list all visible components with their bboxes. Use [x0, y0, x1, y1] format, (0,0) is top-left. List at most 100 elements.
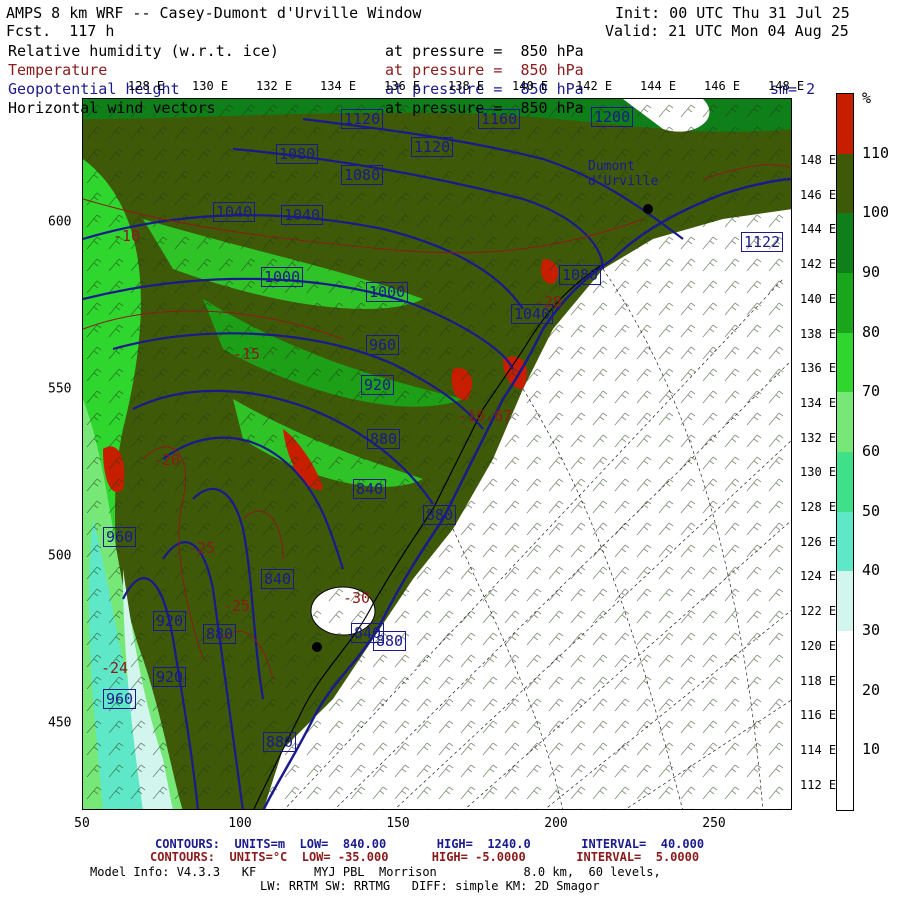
x-tick-label: 100 [228, 816, 252, 831]
right-longitude-label: 140 E [800, 291, 837, 306]
colorbar-segment [837, 631, 853, 810]
right-longitude-label: 144 E [800, 222, 837, 237]
field-temp-label: Temperature [8, 61, 108, 79]
right-longitude-label: 138 E [800, 326, 837, 341]
map-title: AMPS 8 km WRF -- Casey-Dumont d'Urville … [6, 4, 422, 22]
height-contour-label: 1120 [411, 137, 454, 157]
right-longitude-label: 118 E [800, 673, 837, 688]
colorbar-label: 60 [862, 442, 881, 460]
right-longitude-label: 134 E [800, 395, 837, 410]
footer-model-info: Model Info: V4.3.3 KF MYJ PBL Morrison 8… [90, 865, 661, 879]
map-svg [83, 99, 791, 809]
temperature-contour-label: -30 [343, 589, 371, 607]
longitude-top-label: 136 E [384, 79, 421, 93]
footer-physics-info: LW: RRTM SW: RRTMG DIFF: simple KM: 2D S… [260, 879, 600, 893]
station-dot-dumont [643, 204, 653, 214]
valid-time: Valid: 21 UTC Mon 04 Aug 25 [605, 22, 849, 40]
height-contour-label: 840 [353, 479, 387, 499]
right-longitude-label: 132 E [800, 430, 837, 445]
colorbar-segment [837, 94, 853, 154]
right-longitude-label: 146 E [800, 187, 837, 202]
height-contour-label: 1080 [341, 165, 384, 185]
height-contour-label: 840 [261, 569, 295, 589]
colorbar-label: 110 [862, 143, 890, 162]
longitude-top-label: 142 E [576, 79, 613, 93]
height-contour-label: 1040 [281, 205, 324, 225]
right-longitude-label: 148 E [800, 153, 837, 167]
longitude-top-label: 138 E [448, 79, 485, 93]
right-longitude-label: 122 E [800, 604, 837, 619]
longitude-top-label: 128 E [128, 79, 165, 93]
colorbar-segment [837, 511, 853, 572]
height-contour-label: 1120 [341, 109, 384, 129]
longitude-top-label: 134 E [320, 79, 357, 93]
field-rh-label: Relative humidity (w.r.t. ice) [8, 42, 279, 60]
height-contour-label: 960 [103, 689, 137, 709]
colorbar [836, 93, 854, 811]
colorbar-label: 100 [862, 203, 890, 222]
field-temp-level: at pressure = 850 hPa [385, 61, 584, 79]
forecast-hour: Fcst. 117 h [6, 22, 115, 40]
height-contour-label: 880 [203, 624, 237, 644]
colorbar-unit: % [862, 89, 872, 107]
x-tick-label: 50 [74, 816, 90, 831]
colorbar-label: 50 [862, 501, 881, 520]
temperature-contour-label: -28 [535, 293, 563, 311]
height-contour-label: 880 [367, 429, 401, 449]
height-contour-label: 1040 [511, 304, 554, 324]
right-longitude-label: 128 E [800, 500, 837, 514]
colorbar-label: 30 [862, 621, 881, 639]
right-longitude-label: 112 E [800, 777, 837, 792]
height-contour-label: 1080 [559, 265, 602, 285]
field-height-label: Geopotential height [8, 80, 180, 98]
right-longitude-label: 124 E [800, 569, 837, 584]
temperature-contour-label: -20 [153, 451, 181, 469]
height-contour-label: 920 [153, 611, 187, 631]
height-contour-label: 1000 [366, 282, 409, 302]
y-tick-label: 550 [48, 381, 72, 397]
colorbar-label: 40 [862, 561, 881, 580]
y-tick-label: 600 [48, 214, 72, 230]
wind-barbs [83, 99, 791, 809]
footer-temp-contours: CONTOURS: UNITS=°C LOW= -35.000 HIGH= -5… [150, 850, 700, 864]
height-contour-label: 1080 [276, 144, 319, 164]
temperature-contour-label: -24 [101, 659, 129, 677]
longitude-top-label: 132 E [256, 79, 293, 93]
temperature-contour-label: -25 [223, 597, 251, 615]
temperature-contour-label: -16.67 [458, 407, 513, 425]
colorbar-label: 90 [862, 263, 881, 281]
colorbar-label: 10 [862, 740, 881, 759]
colorbar-segment [837, 153, 853, 214]
right-longitude-label: 142 E [800, 257, 837, 272]
height-contour-label: 960 [366, 335, 400, 355]
station-label-dumont: Dumont d'Urville [588, 159, 659, 189]
x-tick-label: 250 [702, 816, 726, 831]
graticule [284, 268, 791, 809]
height-contour-label: 840 [351, 623, 385, 643]
temperature-contour-label: -15 [233, 345, 261, 363]
height-contour-label: 880 [423, 505, 457, 525]
colorbar-segment [837, 332, 853, 393]
longitude-top-label: 144 E [640, 79, 677, 93]
colorbar-segment [837, 392, 853, 452]
right-longitude-label: 130 E [800, 465, 837, 480]
field-rh-level: at pressure = 850 hPa [385, 42, 584, 60]
right-longitude-label: 120 E [800, 638, 837, 653]
colorbar-segment [837, 213, 853, 273]
colorbar-segment [837, 452, 853, 512]
temperature-contour-label: -10 [113, 227, 141, 245]
y-tick-label: 450 [48, 715, 72, 731]
height-contours [83, 117, 684, 809]
height-contour-label: 920 [361, 375, 395, 395]
height-contour-label: 880 [263, 732, 297, 752]
longitude-top-label: 130 E [192, 79, 229, 93]
height-contour-label: 960 [103, 527, 137, 547]
x-tick-label: 200 [544, 816, 568, 831]
station-dot-casey [312, 642, 322, 652]
height-contour-label: 1160 [478, 109, 521, 129]
y-tick-label: 500 [48, 548, 72, 564]
right-longitude-label: 116 E [800, 708, 837, 723]
longitude-top-label: 146 E [704, 79, 741, 93]
height-contour-label: 880 [373, 631, 407, 651]
land-outline [253, 263, 604, 809]
